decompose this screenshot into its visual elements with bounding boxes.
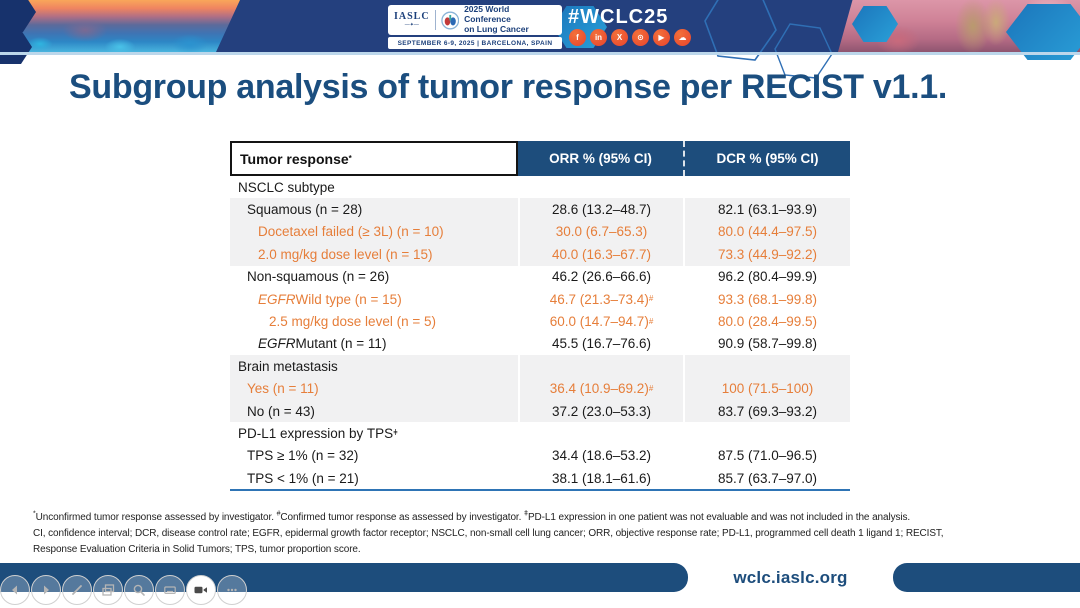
table-row: Squamous (n = 28) 28.6 (13.2–48.7) 82.1 … [230,198,850,221]
conference-dates: SEPTEMBER 6-9, 2025 | BARCELONA, SPAIN [388,37,562,49]
wechat-icon: ☁ [674,29,691,46]
wclc-emblem-icon [440,11,459,29]
header-dcr: DCR % (95% CI) [683,141,850,176]
tumor-response-table: Tumor response * ORR % (95% CI) DCR % (95… [230,141,850,492]
instagram-icon: ⊙ [632,29,649,46]
table-row: TPS ≥ 1% (n = 32) 34.4 (18.6–53.2) 87.5 … [230,444,850,468]
footnote-line-3: Response Evaluation Criteria in Solid Tu… [33,544,361,555]
draw-button[interactable] [62,575,92,605]
table-row-section: NSCLC subtype [230,176,850,199]
pen-icon [72,585,82,595]
table-row: TPS < 1% (n = 21) 38.1 (18.1–61.6) 85.7 … [230,467,850,490]
arrow-right-icon [44,585,49,595]
footer-bar-right [893,563,1080,592]
table-row: EGFR Wild type (n = 15) 46.7 (21.3–73.4)… [230,287,850,311]
park-guell-photo [0,0,240,52]
table-row: 2.5 mg/kg dose level (n = 5) 60.0 (14.7–… [230,310,850,333]
keyboard-button[interactable] [155,575,185,605]
banner-divider [0,52,1080,55]
facebook-icon: f [569,29,586,46]
hexagon-decoration [852,6,898,42]
conference-url: wclc.iaslc.org [733,567,848,587]
table-row: No (n = 43) 37.2 (23.0–53.3) 83.7 (69.3–… [230,399,850,423]
arrow-left-icon [12,585,17,595]
iaslc-wordmark: IASLC —✦— [394,11,430,28]
table-row: Non-squamous (n = 26) 46.2 (26.6–66.6) 9… [230,265,850,288]
more-options-button[interactable] [217,575,247,605]
next-slide-button[interactable] [31,575,61,605]
table-header-row: Tumor response * ORR % (95% CI) DCR % (95… [230,141,850,176]
table-row-section: Brain metastasis [230,355,850,378]
video-camera-icon [194,586,207,594]
previous-slide-button[interactable] [0,575,30,605]
footnote-line-2: CI, confidence interval; DCR, disease co… [33,528,944,539]
conference-title: 2025 World Conference on Lung Cancer [464,4,529,34]
header-tumor-response: Tumor response * [230,141,518,176]
hashtag: #WCLC25 [568,6,669,28]
keyboard-icon [164,586,176,595]
social-icons: f in X ⊙ ▶ ☁ [569,29,691,46]
footnotes: *Unconfirmed tumor response assessed by … [33,510,1053,558]
ellipsis-icon [227,588,237,592]
conference-banner: IASLC —✦— 2025 World Conference on Lung … [0,0,1080,79]
page-title: Subgroup analysis of tumor response per … [69,68,948,106]
iaslc-logo: IASLC —✦— 2025 World Conference on Lung … [388,5,562,35]
header-orr: ORR % (95% CI) [518,141,683,176]
slide-overview-button[interactable] [93,575,123,605]
table-row: Docetaxel failed (≥ 3L) (n = 10) 30.0 (6… [230,220,850,244]
camera-button[interactable] [186,575,216,605]
table-row: 2.0 mg/kg dose level (n = 15) 40.0 (16.3… [230,243,850,266]
slides-icon [102,584,115,596]
footnote-line-1: *Unconfirmed tumor response assessed by … [33,510,911,523]
youtube-icon: ▶ [653,29,670,46]
hexagon-outline [774,23,833,79]
linkedin-icon: in [590,29,607,46]
table-row-section: PD-L1 expression by TPS ǂ [230,422,850,445]
hexagon-outline [704,0,777,61]
table-row: Yes (n = 11) 36.4 (10.9–69.2) # 100 (71.5… [230,377,850,400]
table-row: EGFR Mutant (n = 11) 45.5 (16.7–76.6) 90… [230,332,850,356]
zoom-button[interactable] [124,575,154,605]
logo-divider [434,10,436,30]
magnifier-icon [133,584,145,596]
x-icon: X [611,29,628,46]
